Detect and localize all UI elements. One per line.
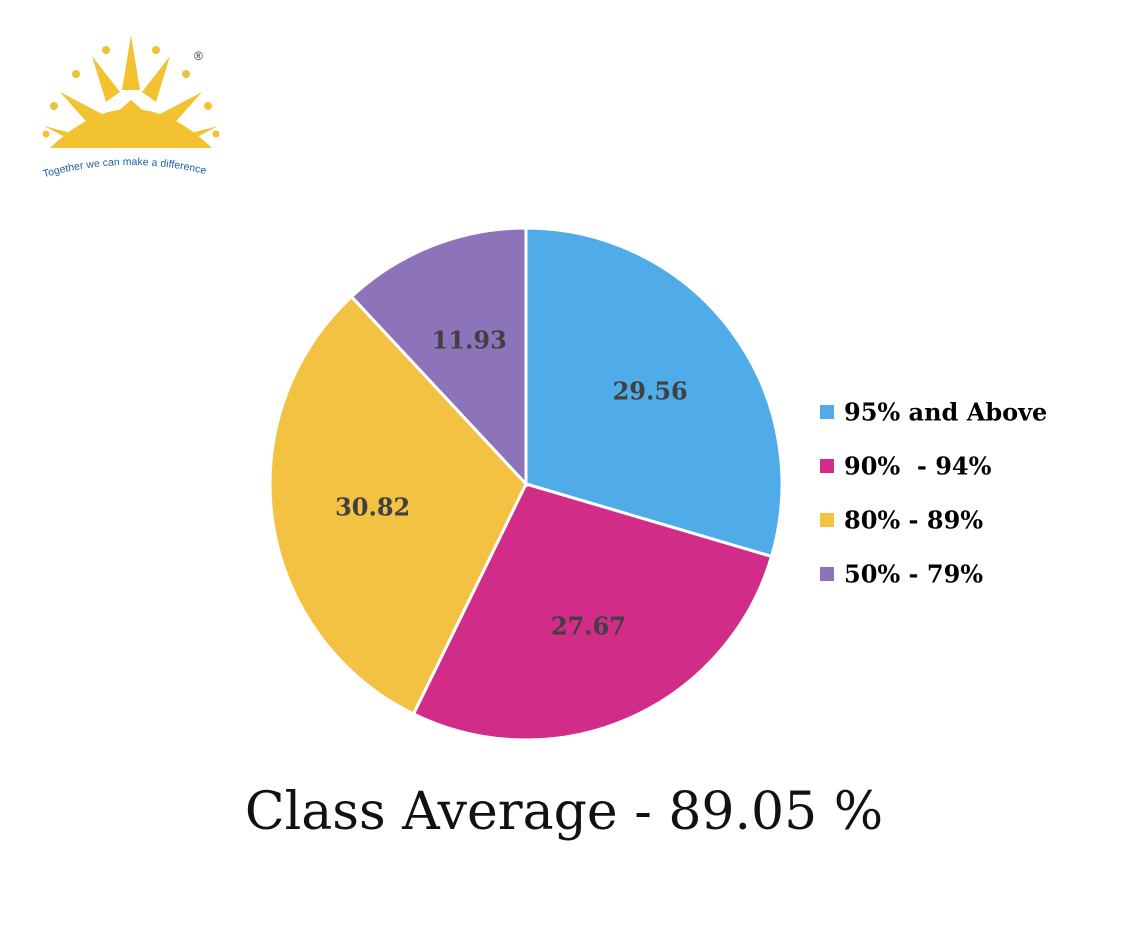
pie-slice-4 (349, 226, 528, 488)
legend-swatch-3 (820, 513, 834, 527)
pie-value-label-1: 29.56 (613, 377, 688, 406)
pie-slice-2 (411, 482, 774, 742)
legend-label-3: 80% - 89% (844, 506, 983, 535)
legend-swatch-4 (820, 567, 834, 581)
legend-swatch-2 (820, 459, 834, 473)
legend-label-1: 95% and Above (844, 398, 1047, 427)
pie-value-label-3: 30.82 (335, 492, 410, 521)
chart-legend: 95% and Above 90% - 94% 80% - 89% 50% - 79% (820, 398, 1047, 589)
legend-label-2: 90% - 94% (844, 452, 992, 481)
pie-slice-3 (268, 294, 528, 716)
company-logo: ® Together we can make a difference (42, 35, 220, 180)
pie-value-labels: 29.56 27.67 30.82 11.93 (335, 325, 688, 640)
legend-swatch-1 (820, 405, 834, 419)
registered-mark: ® (194, 49, 203, 63)
legend-label-4: 50% - 79% (844, 560, 983, 589)
class-average-caption: Class Average - 89.05 % (244, 782, 884, 842)
sunburst-icon (42, 35, 220, 148)
pie-slice-1 (524, 226, 784, 559)
pie-value-label-4: 11.93 (432, 325, 507, 354)
pie-value-label-2: 27.67 (551, 611, 626, 640)
pie-slices (268, 226, 784, 742)
